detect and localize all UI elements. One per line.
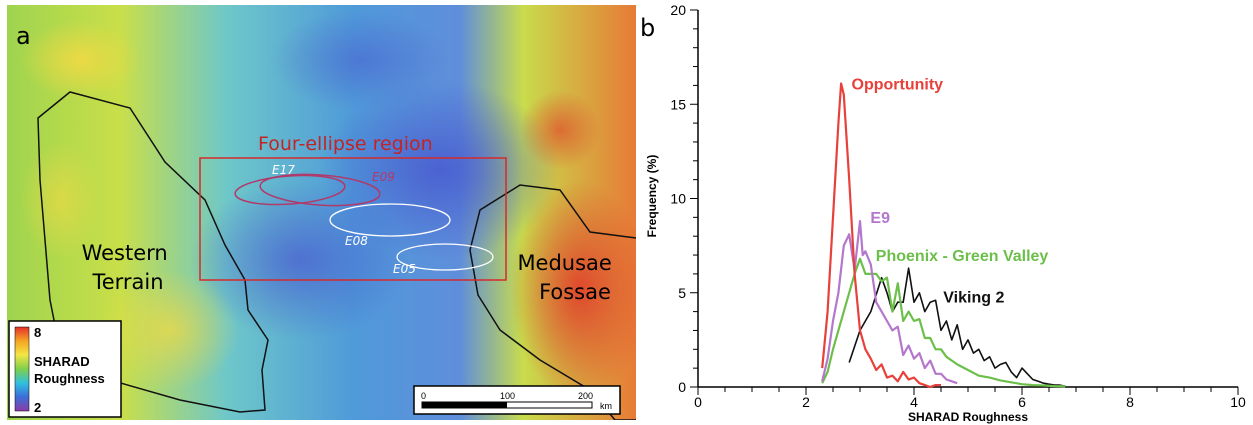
chart-series-labels: Opportunity E9 Phoenix - Green Valley Vikin… bbox=[852, 76, 1049, 306]
series-line-opportunity bbox=[821, 82, 941, 389]
colorbar-gradient bbox=[14, 326, 30, 412]
y-tick-label: 15 bbox=[670, 96, 686, 112]
x-tick-label: 8 bbox=[1126, 394, 1134, 410]
western-terrain-boundary bbox=[37, 91, 269, 413]
ellipse-e09 bbox=[259, 173, 381, 207]
y-tick-label: 0 bbox=[678, 379, 686, 395]
western-label-line1: Western bbox=[82, 241, 168, 265]
colorbar-title-line1: SHARAD bbox=[34, 354, 90, 369]
series-label-e9: E9 bbox=[870, 210, 890, 227]
ellipse-label-e08: E08 bbox=[345, 234, 368, 248]
roughness-map: a Four-ellipse region E17 E09 E08 E05 We… bbox=[7, 5, 636, 420]
western-terrain-label: Western Terrain bbox=[82, 241, 175, 294]
x-tick-label: 0 bbox=[694, 394, 702, 410]
medusae-label-line1: Medusae bbox=[517, 251, 611, 275]
ellipse-label-e09: E09 bbox=[372, 170, 395, 184]
x-tick-label: 4 bbox=[910, 394, 918, 410]
ellipse-label-e17: E17 bbox=[272, 163, 295, 177]
scale-tick-100: 100 bbox=[500, 391, 515, 401]
chart-series bbox=[821, 82, 1066, 389]
series-label-viking-2: Viking 2 bbox=[943, 289, 1004, 306]
y-axis-title: Frequency (%) bbox=[645, 155, 659, 238]
panel-a-letter: a bbox=[16, 22, 31, 50]
panel-b-letter: b bbox=[640, 14, 655, 42]
x-axis-title: SHARAD Roughness bbox=[908, 410, 1028, 424]
series-label-opportunity: Opportunity bbox=[852, 76, 944, 93]
y-tick-label: 5 bbox=[678, 285, 686, 301]
western-label-line2: Terrain bbox=[91, 270, 163, 294]
frequency-chart: b 0 2 4 6 8 10 0 5 10 15 20 Opportunity E9 Phoenix -… bbox=[640, 2, 1246, 424]
chart-axes: 0 2 4 6 8 10 0 5 10 15 20 bbox=[670, 2, 1246, 410]
y-tick-label: 20 bbox=[670, 2, 686, 18]
scale-tick-200: 200 bbox=[578, 391, 593, 401]
scale-tick-0: 0 bbox=[421, 391, 426, 401]
ellipse-label-e05: E05 bbox=[393, 262, 416, 276]
colorbar-legend: 8 SHARAD Roughness 2 bbox=[8, 320, 122, 418]
medusae-fossae-label: Medusae Fossae bbox=[517, 251, 618, 304]
ellipse-e08 bbox=[329, 203, 451, 237]
x-tick-label: 10 bbox=[1230, 394, 1246, 410]
ellipse-e05 bbox=[396, 243, 494, 271]
series-label-phoenix-green-valley: Phoenix - Green Valley bbox=[876, 248, 1049, 265]
four-ellipse-region-box bbox=[199, 157, 507, 281]
series-line-phoenix-green-valley bbox=[821, 257, 1066, 388]
y-tick-label: 10 bbox=[670, 191, 686, 207]
x-tick-label: 2 bbox=[802, 394, 810, 410]
scale-unit: km bbox=[600, 401, 612, 411]
region-title: Four-ellipse region bbox=[258, 133, 433, 155]
series-line-e9 bbox=[821, 220, 958, 385]
colorbar-title-line2: Roughness bbox=[34, 371, 105, 386]
colorbar-min-label: 2 bbox=[34, 400, 41, 415]
series-line-viking-2 bbox=[848, 267, 1066, 387]
medusae-label-line2: Fossae bbox=[539, 280, 611, 304]
x-tick-label: 6 bbox=[1018, 394, 1026, 410]
ellipse-e17 bbox=[234, 174, 346, 206]
colorbar-max-label: 8 bbox=[34, 325, 41, 340]
scale-bar: 0 100 200 km bbox=[413, 385, 621, 415]
